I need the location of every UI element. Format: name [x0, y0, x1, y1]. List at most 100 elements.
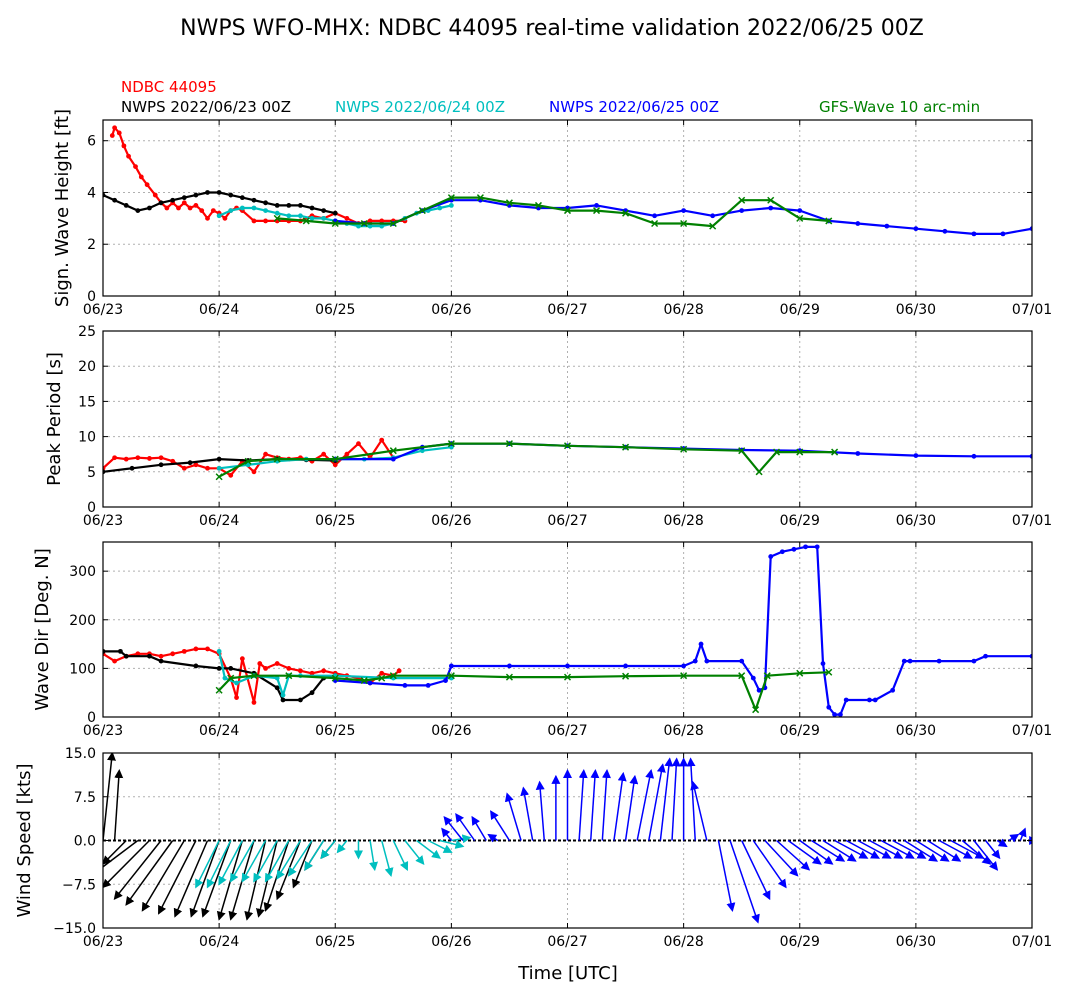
wind-arrow [671, 757, 681, 841]
data-point [593, 207, 601, 215]
wind-arrow [292, 840, 313, 889]
data-point [138, 174, 144, 180]
data-point [205, 190, 210, 195]
data-point [298, 668, 303, 674]
wind-arrow [276, 840, 302, 880]
wind-arrow [1008, 833, 1020, 843]
data-point [390, 456, 396, 462]
data-point [309, 670, 315, 676]
data-point [831, 448, 839, 456]
data-point [228, 192, 234, 198]
data-point [234, 680, 239, 686]
data-point [193, 646, 199, 652]
data-point [205, 215, 210, 221]
wind-arrow [451, 834, 472, 844]
data-point [437, 205, 443, 211]
wind-arrow [504, 792, 522, 841]
data-point [505, 440, 513, 448]
y-tick-label: 15 [78, 394, 96, 410]
data-point [239, 195, 245, 201]
data-point [210, 208, 216, 213]
data-point [738, 447, 746, 455]
data-point [884, 223, 890, 229]
data-point [263, 665, 268, 671]
x-tick-label: 07/01 [1012, 723, 1052, 739]
data-point [239, 205, 245, 211]
wind-arrow [601, 769, 611, 841]
y-tick-label: 25 [78, 324, 96, 340]
x-tick-label: 06/27 [547, 723, 587, 739]
data-point [227, 674, 235, 682]
x-tick-label: 06/26 [431, 302, 471, 318]
data-point [843, 697, 849, 703]
data-point [152, 192, 158, 198]
y-axis-label: Peak Period [s] [44, 352, 65, 486]
data-point [112, 197, 118, 203]
panel-wave-height: 06/23 06/24 06/25 06/26 06/27 06/28 06/29 06/30… [52, 109, 1052, 318]
data-point [698, 641, 704, 647]
data-point [913, 226, 919, 232]
wind-arrow [961, 839, 992, 865]
x-tick-label: 06/24 [199, 723, 239, 739]
data-point [418, 207, 426, 215]
y-tick-label: 4 [87, 185, 96, 201]
wind-arrow [455, 813, 476, 841]
x-tick-label: 06/29 [780, 513, 820, 529]
data-point [507, 663, 512, 669]
data-point [971, 231, 977, 237]
data-point [215, 686, 223, 694]
wind-arrow [950, 839, 985, 859]
x-tick-label: 06/23 [83, 513, 123, 529]
wind-arrow [320, 840, 336, 860]
data-point [942, 228, 948, 234]
data-point [216, 465, 222, 471]
legend-gfs-wave: GFS-Wave 10 arc-min [819, 98, 980, 116]
data-point [286, 665, 292, 671]
data-point [681, 208, 687, 213]
data-point [772, 448, 781, 456]
wind-arrow [787, 839, 822, 865]
figure-title: NWPS WFO-MHX: NDBC 44095 real-time valid… [180, 16, 924, 41]
data-point [251, 469, 257, 475]
data-point [205, 646, 210, 652]
data-point [389, 447, 397, 455]
y-tick-label: 0 [87, 289, 96, 305]
x-tick-label: 06/25 [315, 934, 355, 950]
wind-arrow [103, 839, 150, 889]
y-tick-label: 300 [69, 564, 96, 580]
legend-nwps-0625: NWPS 2022/06/25 00Z [549, 98, 719, 116]
y-tick-label: 200 [69, 613, 96, 629]
data-point [332, 210, 338, 216]
data-point [109, 133, 115, 138]
wind-arrow [392, 840, 409, 872]
data-point [147, 205, 152, 211]
data-point [803, 544, 808, 550]
data-point [144, 182, 150, 188]
data-point [205, 465, 210, 471]
data-point [187, 205, 193, 211]
wind-arrow [973, 840, 999, 871]
data-point [181, 195, 187, 201]
y-tick-label: 0 [87, 710, 96, 726]
data-point [971, 658, 977, 664]
wind-arrow [404, 840, 425, 866]
data-point [872, 697, 878, 703]
wind-arrow [103, 839, 127, 865]
legend-ndbc: NDBC 44095 [121, 78, 217, 96]
data-point [402, 683, 408, 688]
data-point [331, 455, 339, 463]
data-point [855, 451, 861, 456]
x-tick-label: 06/30 [896, 513, 936, 529]
wind-arrow [487, 833, 499, 843]
data-point [768, 205, 774, 211]
data-point [367, 218, 373, 224]
wind-arrow [520, 786, 534, 841]
data-point [796, 448, 804, 456]
data-point [112, 125, 118, 131]
series-line-gfs [277, 196, 829, 228]
data-point [274, 203, 280, 208]
x-tick-label: 06/27 [547, 934, 587, 950]
wind-arrow [490, 810, 511, 841]
data-point [321, 451, 327, 457]
data-point [389, 219, 397, 228]
